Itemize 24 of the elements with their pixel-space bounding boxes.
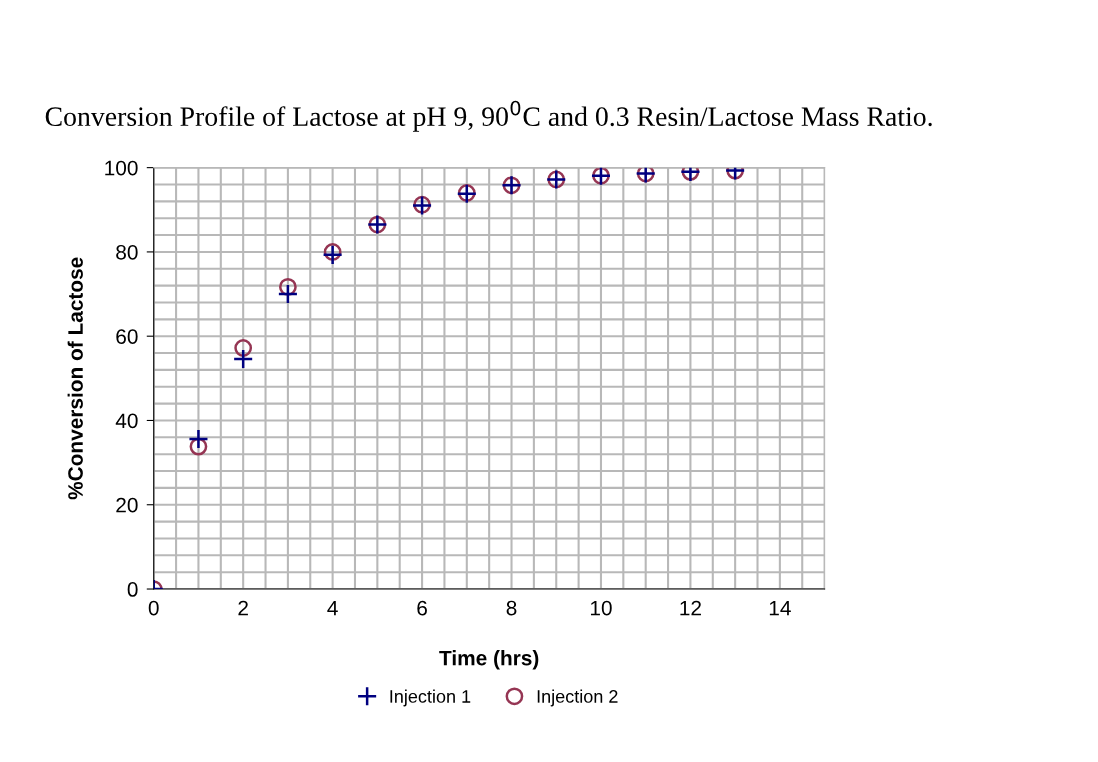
x-tick-label: 14	[769, 600, 791, 616]
x-tick-label: 8	[506, 600, 517, 616]
y-tick-label: 60	[116, 329, 138, 344]
legend-label: Injection 1	[390, 689, 471, 707]
legend-label: Injection 2	[537, 689, 618, 707]
y-tick-label: 80	[116, 244, 138, 260]
point	[232, 348, 254, 370]
x-axis-title: Time (hrs)	[439, 650, 539, 670]
y-axis-title: %Conversion of Lactose	[67, 257, 83, 500]
y-tick-label: 20	[116, 497, 138, 513]
x-tick-label: 12	[680, 600, 701, 616]
point	[234, 339, 253, 357]
x-tick-label: 4	[327, 600, 338, 616]
point	[188, 428, 209, 450]
y-tick-label: 0	[127, 582, 138, 597]
x-tick-label: 6	[417, 600, 427, 616]
point	[322, 244, 343, 266]
point	[277, 283, 299, 305]
x-tick-label: 0	[148, 600, 159, 616]
chart-title: Conversion Profile of Lactose at pH 9, 90$^{0}$C and 0.3 Resin/Lactose Mass Ratio.	[45, 100, 932, 132]
y-tick-label: 100	[105, 160, 138, 176]
y-tick-label: 40	[115, 413, 138, 429]
x-tick-label: 2	[238, 600, 248, 616]
x-tick-label: 10	[590, 600, 612, 616]
